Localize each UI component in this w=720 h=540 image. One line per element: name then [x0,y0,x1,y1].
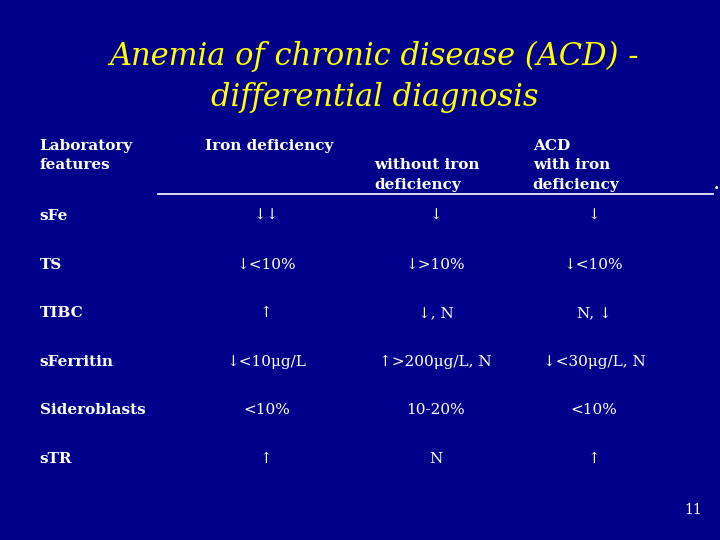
Text: TS: TS [40,258,62,272]
Text: ↑>200μg/L, N: ↑>200μg/L, N [379,355,492,369]
Text: ↓<10%: ↓<10% [237,258,296,272]
Text: .: . [714,178,719,192]
Text: features: features [40,158,110,172]
Text: ↓, N: ↓, N [418,306,454,320]
Text: N: N [429,452,442,466]
Text: ↓<30μg/L, N: ↓<30μg/L, N [543,355,645,369]
Text: ↓: ↓ [588,209,600,223]
Text: sFerritin: sFerritin [40,355,114,369]
Text: ↓>10%: ↓>10% [406,258,465,272]
Text: deficiency: deficiency [533,178,619,192]
Text: ↓: ↓ [429,209,442,223]
Text: <10%: <10% [243,403,290,417]
Text: ACD: ACD [533,139,570,153]
Text: differential diagnosis: differential diagnosis [211,82,538,113]
Text: Iron deficiency: Iron deficiency [205,139,333,153]
Text: ↑: ↑ [260,452,273,466]
Text: ↓<10%: ↓<10% [564,258,624,272]
Text: ↑: ↑ [260,306,273,320]
Text: N, ↓: N, ↓ [577,306,611,320]
Text: 10-20%: 10-20% [406,403,465,417]
Text: Anemia of chronic disease (ACD) -: Anemia of chronic disease (ACD) - [109,41,639,72]
Text: Laboratory: Laboratory [40,139,133,153]
Text: TIBC: TIBC [40,306,84,320]
Text: without iron: without iron [374,158,480,172]
Text: ↓<10μg/L: ↓<10μg/L [227,355,306,369]
Text: sFe: sFe [40,209,68,223]
Text: sTR: sTR [40,452,72,466]
Text: with iron: with iron [533,158,610,172]
Text: deficiency: deficiency [374,178,461,192]
Text: ↑: ↑ [588,452,600,466]
Text: Sideroblasts: Sideroblasts [40,403,145,417]
Text: 11: 11 [684,503,702,517]
Text: ↓↓: ↓↓ [253,209,279,223]
Text: <10%: <10% [570,403,618,417]
